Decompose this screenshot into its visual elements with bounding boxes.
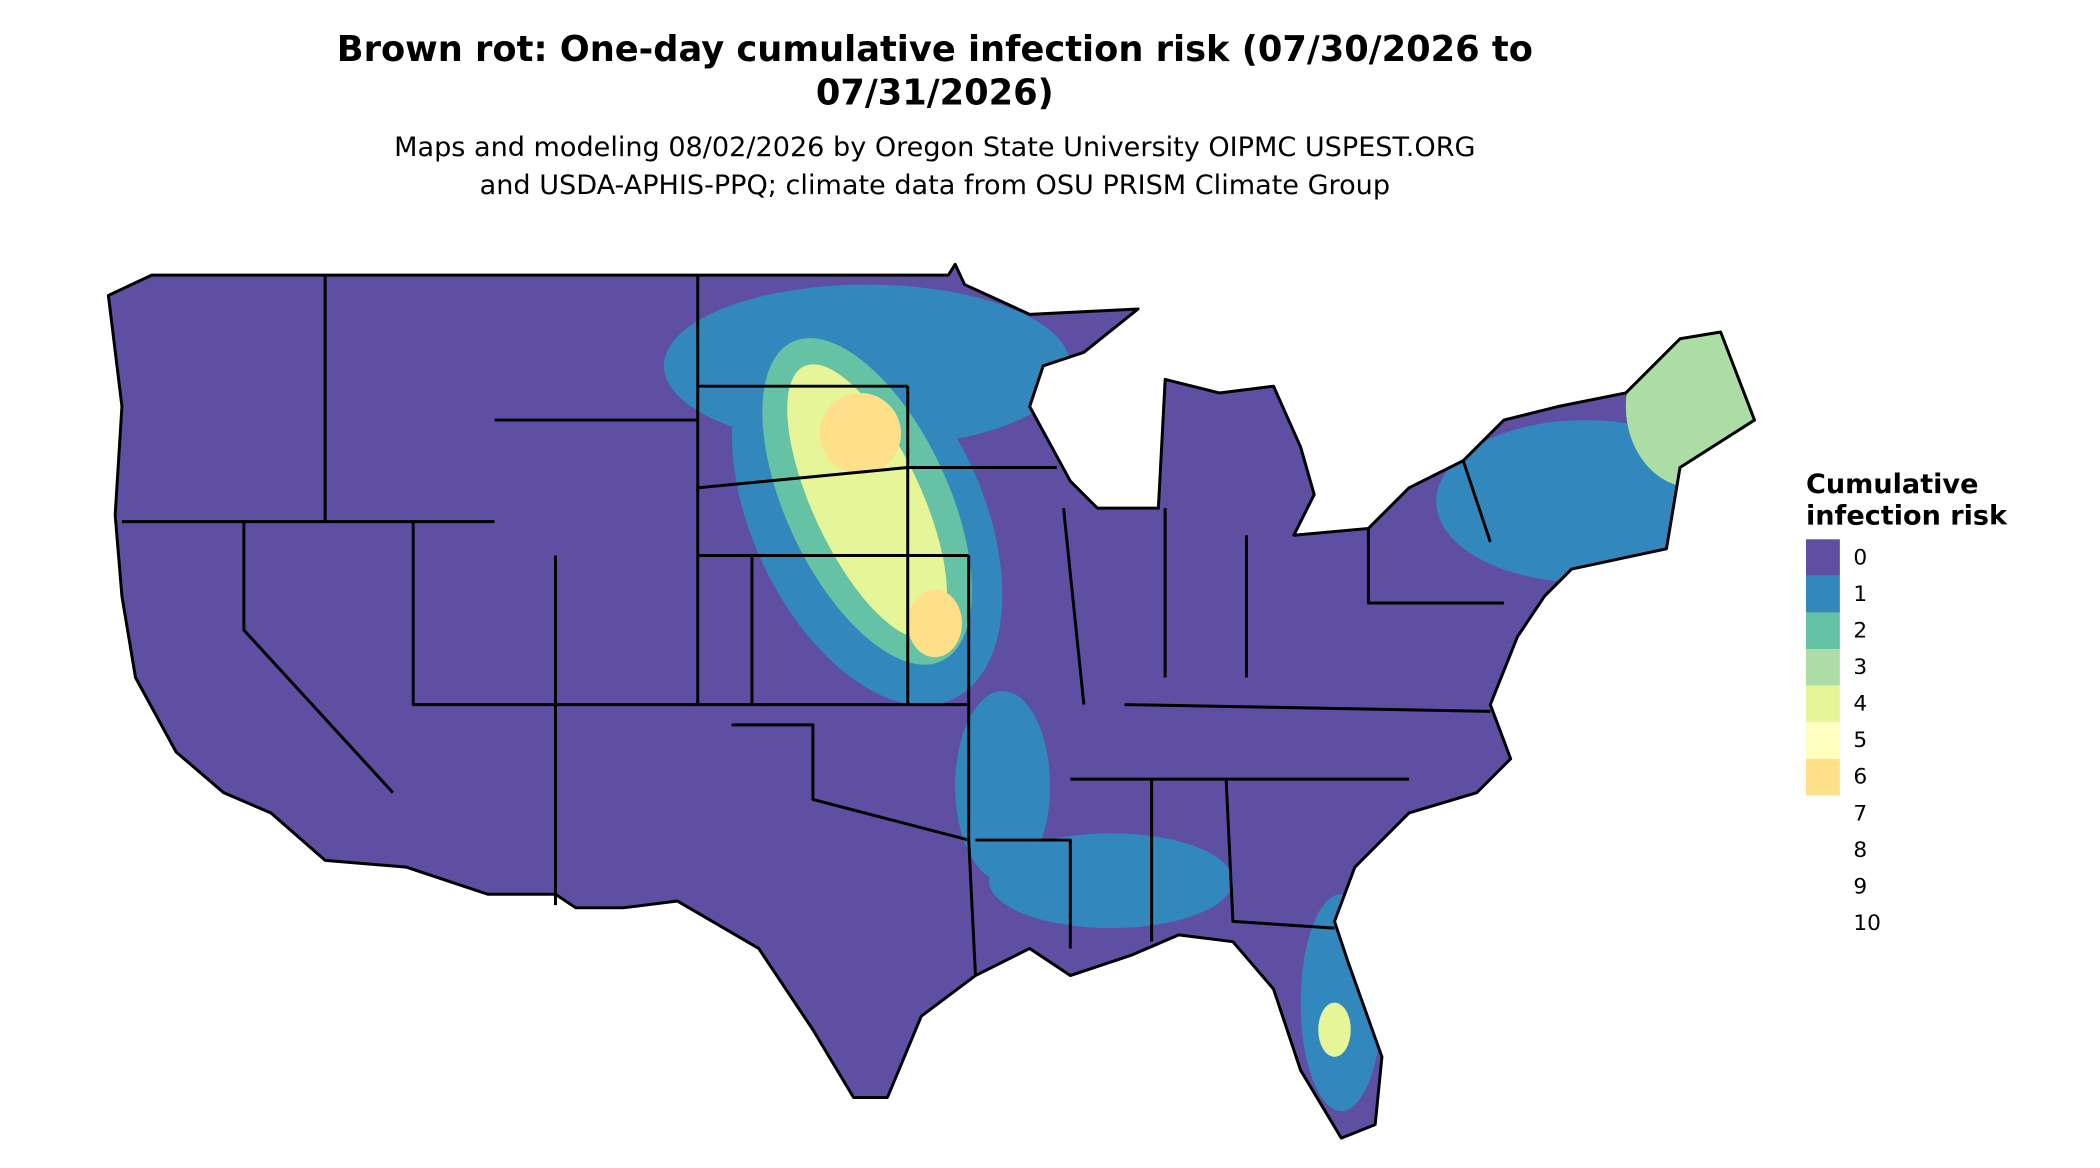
legend-label: 10 [1853, 911, 1881, 936]
legend-label: 3 [1853, 655, 1867, 680]
legend-label: 1 [1853, 582, 1867, 607]
title: 07/31/2026) [816, 72, 1054, 113]
legend-title: Cumulative [1806, 469, 1978, 500]
legend-label: 9 [1853, 874, 1867, 899]
legend-swatch [1806, 758, 1840, 796]
legend-label: 6 [1853, 765, 1867, 790]
map [106, 262, 1757, 1140]
legend-title: infection risk [1806, 500, 2008, 531]
legend-swatch [1806, 539, 1840, 576]
legend-swatch [1806, 612, 1840, 650]
legend-label: 8 [1853, 838, 1867, 863]
legend-swatch [1806, 685, 1840, 723]
state-borders [121, 275, 1504, 976]
title: Brown rot: One-day cumulative infection … [337, 29, 1533, 70]
legend-label: 0 [1853, 545, 1867, 570]
legend-label: 5 [1853, 728, 1867, 753]
legend-label: 7 [1853, 801, 1867, 826]
subtitle: Maps and modeling 08/02/2026 by Oregon S… [394, 132, 1475, 163]
legend-swatch [1806, 575, 1840, 613]
legend-label: 2 [1853, 618, 1867, 643]
legend-label: 4 [1853, 692, 1867, 717]
legend-swatch [1806, 722, 1840, 759]
subtitle: and USDA-APHIS-PPQ; climate data from OS… [480, 170, 1390, 201]
legend-swatch [1806, 649, 1840, 686]
